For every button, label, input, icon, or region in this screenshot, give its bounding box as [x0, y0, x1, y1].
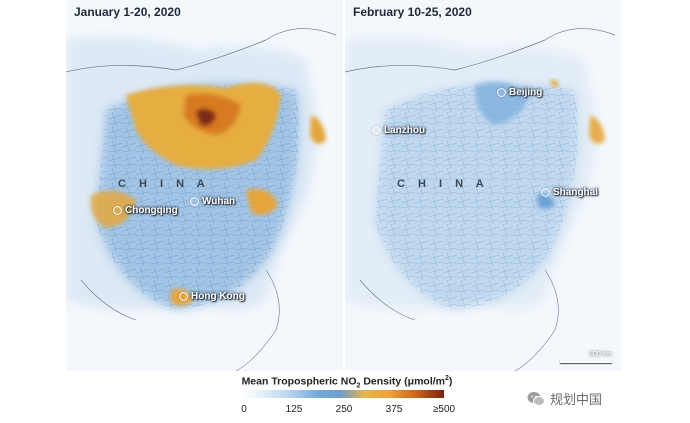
city-label: Wuhan [202, 196, 236, 207]
legend-title-end: ) [448, 375, 453, 388]
scale-bar: 500 km [560, 351, 612, 363]
city-marker-shanghai: Shanghai [541, 187, 598, 198]
legend-title-subscript: 2 [356, 382, 361, 390]
watermark: 规划中国 [527, 389, 602, 408]
scale-bar-label: 500 km [589, 351, 612, 358]
city-marker-chongqing: Chongqing [113, 205, 178, 216]
city-marker-icon [113, 206, 122, 215]
city-marker-icon [372, 126, 381, 135]
legend-title-superscript: 2 [445, 375, 449, 382]
city-marker-hong-kong: Hong Kong [179, 291, 245, 302]
city-marker-icon [497, 88, 506, 97]
city-label: Shanghai [553, 187, 599, 198]
country-label-china: C H I N A [397, 178, 489, 190]
map-january [66, 0, 343, 371]
legend-title-prefix: Mean Tropospheric NO [241, 375, 357, 388]
legend-tick-label: ≥500 [432, 404, 456, 415]
city-marker-icon [190, 197, 199, 206]
city-label: Beijing [509, 87, 543, 98]
scale-bar-line [560, 359, 612, 363]
legend-tick-label: 250 [335, 404, 353, 415]
legend-color-bar [244, 390, 444, 398]
panel-title-january: January 1-20, 2020 [74, 5, 181, 19]
legend-tick-label: 375 [385, 404, 403, 415]
city-marker-icon [541, 188, 550, 197]
city-label: Hong Kong [191, 291, 245, 302]
city-marker-icon [179, 292, 188, 301]
legend-tick-label: 125 [285, 404, 303, 415]
wechat-icon [527, 391, 545, 406]
country-label-china: C H I N A [118, 178, 210, 190]
legend-title: Mean Tropospheric NO2 Density (μmol/m2) [197, 375, 497, 390]
city-marker-wuhan: Wuhan [190, 196, 235, 207]
map-panel-january: January 1-20, 2020 C H I N A Chongqing W… [66, 0, 343, 371]
city-label: Chongqing [125, 205, 178, 216]
legend-title-middle: Density (μmol/m [360, 375, 446, 388]
map-panel-february: February 10-25, 2020 C H I N A Lanzhou B… [345, 0, 622, 371]
map-february [345, 0, 622, 371]
watermark-text: 规划中国 [550, 392, 603, 407]
panel-title-february: February 10-25, 2020 [353, 5, 472, 19]
city-marker-beijing: Beijing [497, 87, 542, 98]
city-marker-lanzhou: Lanzhou [372, 125, 425, 136]
city-label: Lanzhou [384, 125, 426, 136]
legend-tick-label: 0 [241, 404, 247, 415]
